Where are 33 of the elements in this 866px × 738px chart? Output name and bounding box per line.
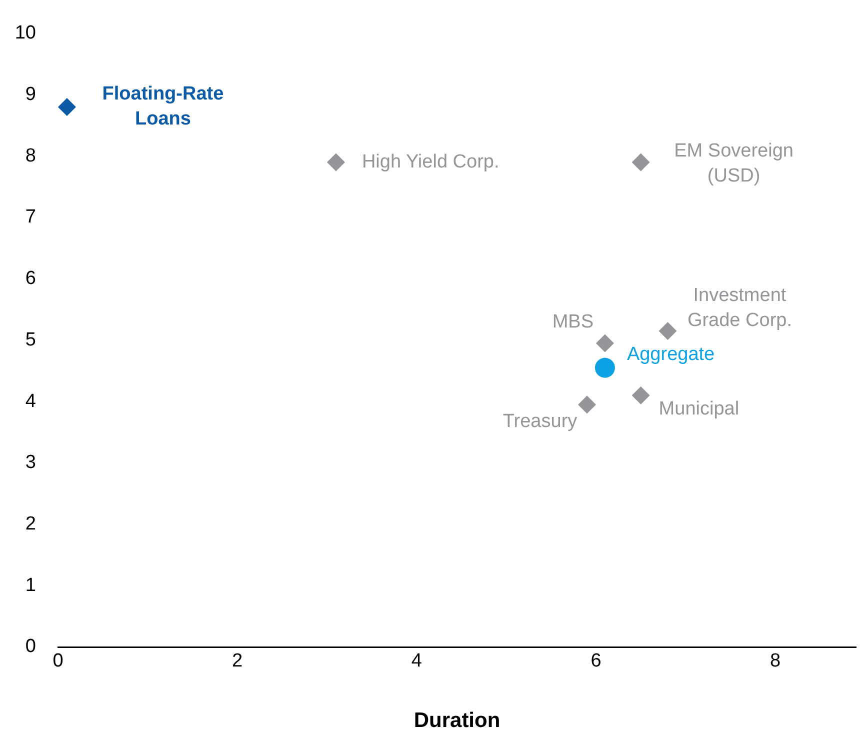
y-tick-label: 3 [25, 452, 36, 474]
y-tick-label: 8 [25, 145, 36, 166]
y-tick-label: 0 [25, 636, 36, 658]
x-tick-label: 0 [52, 650, 64, 672]
series-label: EM Sovereign (USD) [674, 140, 794, 186]
y-tick-label: 7 [25, 206, 36, 228]
series-label: Floating-Rate Loans [102, 83, 224, 130]
y-tick-label: 5 [25, 329, 36, 350]
y-tick-label: 9 [25, 84, 36, 105]
x-tick-label: 4 [411, 650, 422, 672]
y-tick-label: 4 [25, 390, 36, 412]
point [578, 396, 596, 414]
x-tick-label: 8 [770, 650, 781, 672]
series-label: Treasury [502, 410, 578, 432]
point [596, 334, 614, 352]
y-tick-label: 1 [25, 574, 36, 596]
series-label: Municipal [658, 398, 740, 420]
x-tick-label: 2 [232, 650, 243, 672]
x-tick-label: 6 [590, 650, 602, 672]
y-tick-label: 2 [25, 514, 36, 535]
series-label: MBS [552, 312, 594, 332]
point [326, 153, 345, 172]
point [658, 322, 677, 340]
y-tick-label: 6 [25, 268, 36, 290]
point [632, 153, 650, 172]
x-axis-title: Duration [414, 709, 500, 732]
point [594, 358, 615, 378]
point [632, 386, 650, 404]
series-label: Investment Grade Corp. [687, 285, 792, 332]
series-label: Aggregate [626, 344, 715, 366]
point [58, 98, 76, 116]
y-tick-label: 10 [14, 22, 36, 44]
series-label: High Yield Corp. [362, 151, 500, 172]
